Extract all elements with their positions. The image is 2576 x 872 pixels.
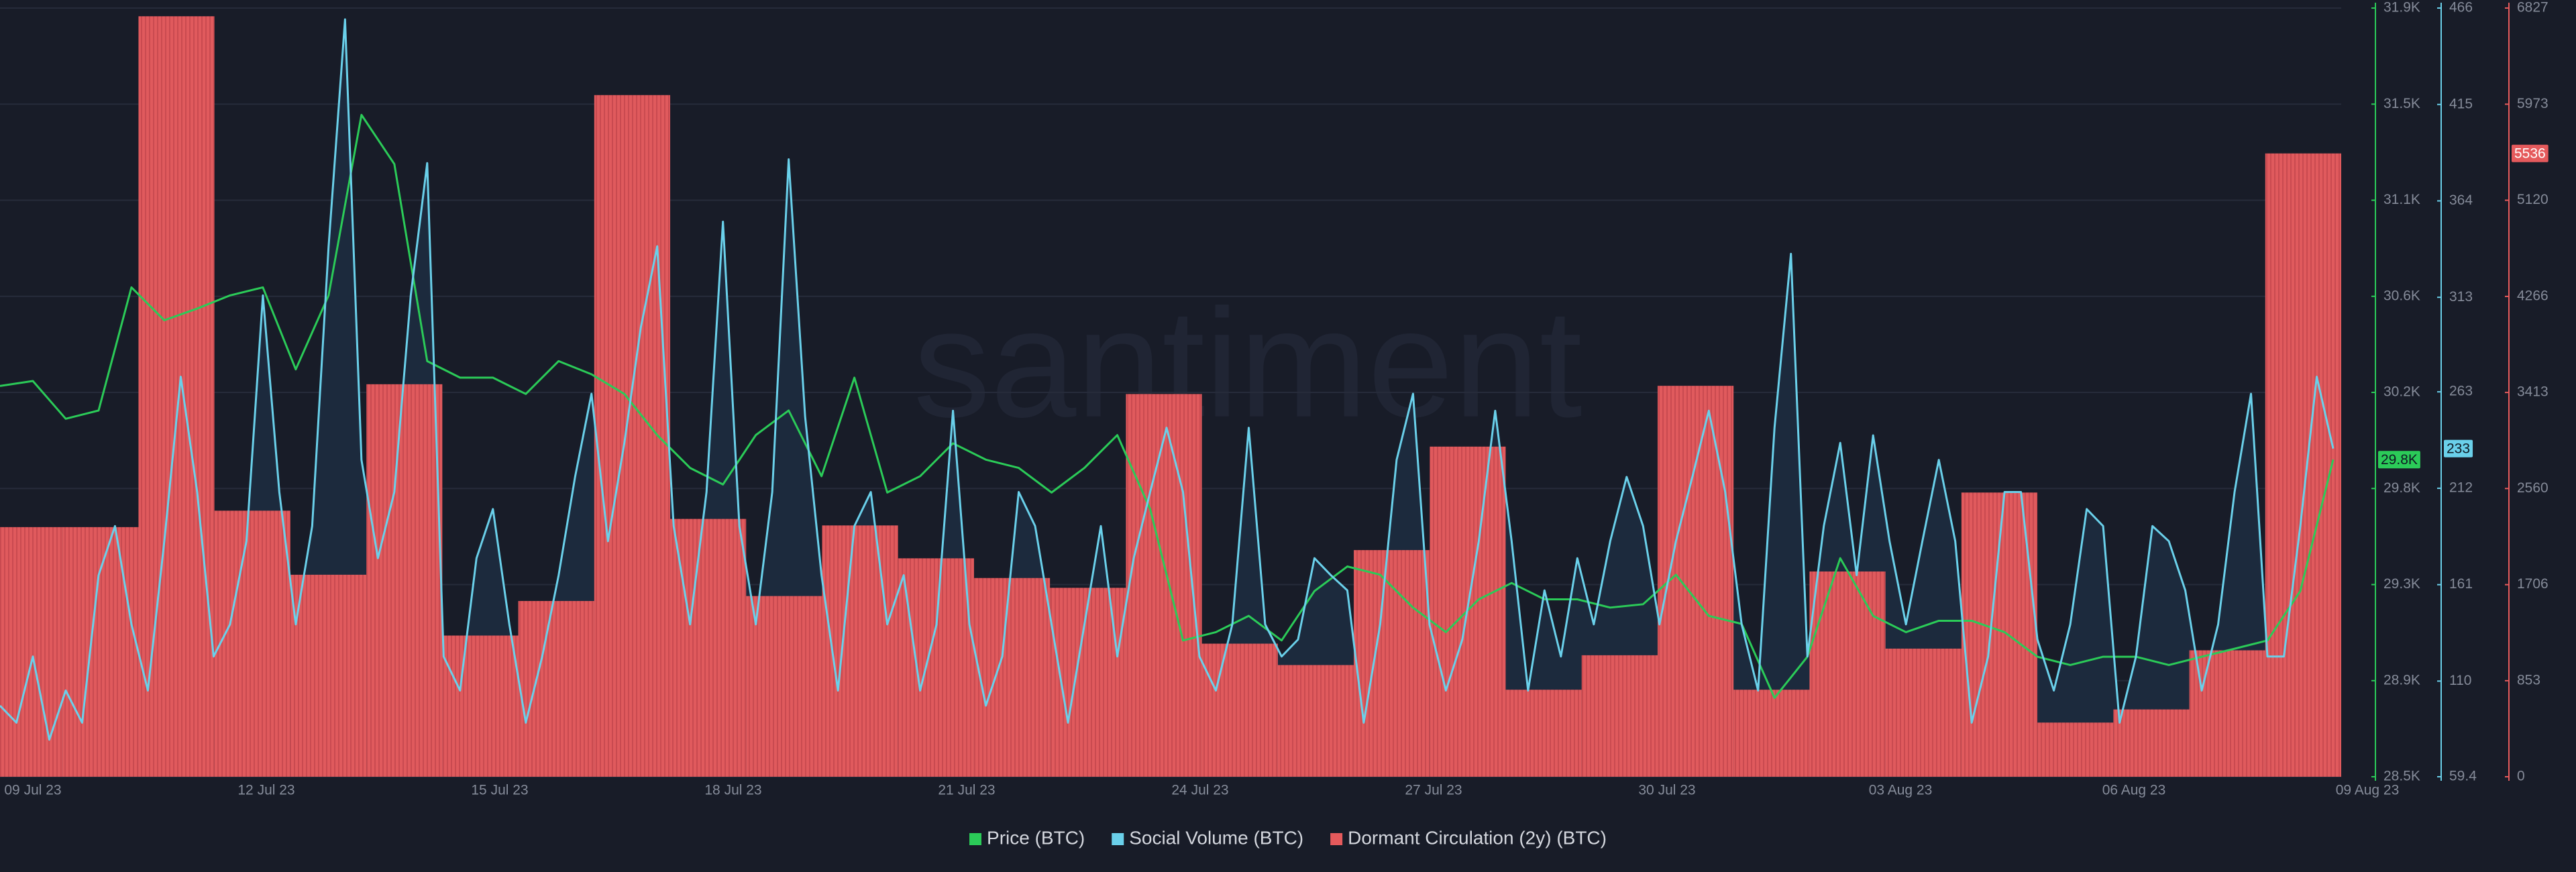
bar [2037,722,2114,777]
x-tick-label: 06 Aug 23 [2102,783,2166,798]
y-tick-label: 31.5K [2383,96,2420,111]
series-line [0,18,2334,741]
bar [1126,394,1202,777]
legend-label: Social Volume (BTC) [1129,827,1303,848]
bar [1733,690,1810,777]
bar [366,384,443,777]
x-tick-label: 09 Aug 23 [2336,783,2400,798]
bar [518,600,594,777]
y-tick-label: 3413 [2517,384,2548,400]
bar [898,558,974,777]
y-tick-label: 31.1K [2383,192,2420,207]
bar [0,527,63,777]
value-badge: 5536 [2512,144,2548,162]
y-tick-label: 313 [2449,289,2473,305]
y-tick-label: 29.8K [2383,480,2420,496]
value-badge: 233 [2444,439,2473,457]
y-tick-label: 2560 [2517,480,2548,496]
y-tick-label: 31.9K [2383,0,2420,15]
y-tick-label: 4266 [2517,288,2548,303]
legend-marker [1112,833,1124,845]
bar [290,574,367,777]
bar [138,16,215,777]
x-tick-label: 30 Jul 23 [1638,783,1695,798]
y-tick-label: 0 [2517,769,2525,784]
badge-box [2378,451,2420,469]
bar [2189,650,2265,777]
badge-label: 233 [2447,441,2470,456]
y-tick-label: 110 [2449,673,2471,688]
plot-area [0,16,2341,777]
x-tick-label: 15 Jul 23 [471,783,528,798]
legend-marker [1330,833,1343,845]
x-tick-label: 03 Aug 23 [1869,783,1933,798]
bar [2265,153,2341,777]
y-tick-label: 30.2K [2383,384,2420,400]
bar [214,510,290,777]
badge-label: 5536 [2514,146,2546,161]
y-tick-label: 263 [2449,384,2473,399]
bar [1201,643,1278,777]
series-line [0,113,2334,699]
legend-label: Price (BTC) [987,827,1085,848]
bar [1277,665,1354,777]
bar [1657,386,1734,777]
y-tick-label: 466 [2449,0,2473,15]
y-tick-label: 5973 [2517,96,2548,111]
bar [62,527,139,777]
y-tick-label: 1706 [2517,576,2548,592]
badge-label: 29.8K [2381,452,2418,468]
y-tick-label: 29.3K [2383,576,2420,592]
watermark: santiment [913,277,1582,449]
y-tick-label: 415 [2449,96,2473,111]
badge-box [2512,144,2548,162]
y-tick-label: 59.4 [2449,769,2477,784]
bar [973,578,1051,777]
area-fill [0,19,2333,777]
bar [442,635,519,777]
bar [1354,550,1430,777]
bar [746,596,822,777]
bar [1885,648,1962,777]
y-tick-label: 853 [2517,672,2540,688]
y-tick-label: 6827 [2517,0,2548,15]
y-tick-label: 212 [2449,480,2473,495]
value-badge: 29.8K [2378,451,2420,469]
bar [1505,690,1582,777]
x-tick-label: 12 Jul 23 [237,783,294,798]
legend-marker [969,833,982,845]
badge-box [2444,439,2473,457]
bar [670,519,747,777]
y-tick-label: 161 [2449,576,2473,592]
bar [2113,709,2190,777]
y-tick-label: 5120 [2517,192,2548,207]
x-tick-label: 27 Jul 23 [1405,783,1462,798]
bar [822,525,898,777]
legend: Price (BTC) Social Volume (BTC) Dormant Ci… [969,827,1607,848]
y-tick-label: 28.9K [2383,672,2420,688]
y-tick-label: 30.6K [2383,288,2420,303]
y-tick-label: 364 [2449,193,2473,208]
x-tick-label: 09 Jul 23 [4,783,61,798]
x-tick-label: 18 Jul 23 [704,783,761,798]
legend-label: Dormant Circulation (2y) (BTC) [1348,827,1607,848]
x-tick-label: 24 Jul 23 [1171,783,1228,798]
y-tick-label: 28.5K [2383,769,2420,784]
bar [1581,655,1658,777]
bar [1809,571,1886,777]
x-tick-label: 21 Jul 23 [938,783,995,798]
